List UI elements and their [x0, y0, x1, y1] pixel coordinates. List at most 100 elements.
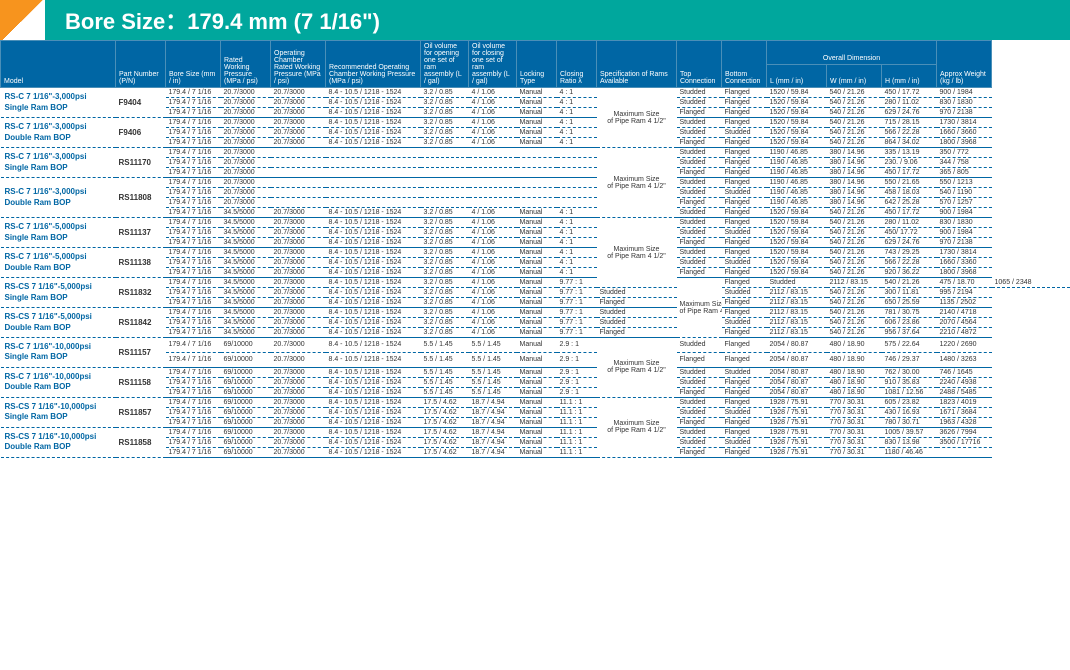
cell-lock: [517, 158, 557, 168]
cell-wt: 746 / 1645: [937, 367, 992, 377]
cell-bc: Flanged: [722, 397, 767, 407]
cell-wt: 830 / 1830: [937, 98, 992, 108]
cell-tc: Flanged: [677, 108, 722, 118]
model-cell: RS-C 7 1/16"-3,000psiSingle Ram BOP: [1, 88, 116, 118]
cell-l: 2054 / 80.87: [767, 338, 827, 353]
table-row: RS-CS 7 1/16"-5,000psiSingle Ram BOPRS11…: [1, 278, 1070, 288]
col-pn: Part Number (P/N): [116, 41, 166, 88]
cell-ratio: [557, 148, 597, 158]
cell-w: 770 / 30.31: [827, 427, 882, 437]
pn-cell: RS11158: [116, 367, 166, 397]
cell-bore: 179.4 / 7 1/16: [166, 88, 221, 98]
cell-tc: Studded: [677, 218, 722, 228]
cell-bore: 179.4 / 7 1/16: [166, 178, 221, 188]
cell-ocl: [469, 188, 517, 198]
cell-rwp: 34.5/5000: [221, 258, 271, 268]
cell-ratio: 4 : 1: [557, 248, 597, 258]
cell-bc: Studded: [722, 437, 767, 447]
cell-roc: 8.4 - 10.5 / 1218 - 1524: [326, 88, 421, 98]
cell-lock: Manual: [517, 118, 557, 128]
cell-bc: Flanged: [722, 338, 767, 353]
cell-wt: 2210 / 4872: [937, 328, 992, 338]
cell-rwp: 34.5/5000: [221, 228, 271, 238]
cell-l: 1520 / 59.84: [767, 98, 827, 108]
cell-roc: 8.4 - 10.5 / 1218 - 1524: [326, 352, 421, 367]
cell-lock: Manual: [517, 218, 557, 228]
cell-oo: 3.2 / 0.85: [421, 328, 469, 338]
cell-bore: 179.4 / 7 1/16: [166, 138, 221, 148]
cell-h: 458 / 18.03: [882, 188, 937, 198]
cell-bc: Studded: [767, 278, 827, 288]
pn-cell: RS11137: [116, 218, 166, 248]
cell-l: 1928 / 75.91: [767, 437, 827, 447]
cell-bore: 179.4 / 7 1/16: [166, 268, 221, 278]
cell-tc: Flanged: [677, 417, 722, 427]
cell-ocl: 4 / 1.06: [469, 288, 517, 298]
cell-h: 450 / 17.72: [882, 88, 937, 98]
cell-lock: [517, 168, 557, 178]
cell-lock: Manual: [517, 328, 557, 338]
cell-w: 540 / 21.26: [827, 258, 882, 268]
cell-ocl: [469, 158, 517, 168]
cell-ocl: 4 / 1.06: [469, 268, 517, 278]
cell-l: 1520 / 59.84: [767, 88, 827, 98]
cell-rwp: 34.5/5000: [221, 298, 271, 308]
cell-w: 480 / 18.90: [827, 377, 882, 387]
cell-h: 450 / 17.72: [882, 168, 937, 178]
cell-ratio: [557, 178, 597, 188]
cell-oc: 20.7/3000: [271, 352, 326, 367]
cell-tc: Studded: [677, 208, 722, 218]
cell-lock: Manual: [517, 338, 557, 353]
cell-rwp: 69/10000: [221, 417, 271, 427]
cell-roc: [326, 178, 421, 188]
cell-rwp: 34.5/5000: [221, 328, 271, 338]
cell-oc: 20.7/3000: [271, 208, 326, 218]
cell-lock: Manual: [517, 377, 557, 387]
cell-tc: Studded: [677, 128, 722, 138]
cell-rwp: 20.7/3000: [221, 118, 271, 128]
cell-w: 480 / 18.90: [827, 352, 882, 367]
cell-bc: Flanged: [722, 218, 767, 228]
cell-ratio: 9.77 : 1: [557, 328, 597, 338]
cell-tc: Studded: [677, 88, 722, 98]
pn-cell: F9406: [116, 118, 166, 148]
cell-roc: 8.4 - 10.5 / 1218 - 1524: [326, 437, 421, 447]
cell-ratio: 2.9 : 1: [557, 387, 597, 397]
cell-tc: Flanged: [677, 238, 722, 248]
cell-roc: [326, 188, 421, 198]
cell-oo: 3.2 / 0.85: [421, 98, 469, 108]
cell-ocl: 18.7 / 4.94: [469, 447, 517, 457]
cell-oo: 17.5 / 4.62: [421, 397, 469, 407]
cell-ocl: [469, 198, 517, 208]
cell-h: 280 / 11.02: [882, 98, 937, 108]
table-row: RS-C 7 1/16"-10,000psiSingle Ram BOPRS11…: [1, 338, 1070, 353]
cell-oo: 5.5 / 1.45: [421, 387, 469, 397]
cell-roc: 8.4 - 10.5 / 1218 - 1524: [326, 238, 421, 248]
cell-oc: 20.7/3000: [271, 248, 326, 258]
cell-oc: 20.7/3000: [271, 258, 326, 268]
cell-bc: Flanged: [722, 118, 767, 128]
cell-bc: Flanged: [722, 138, 767, 148]
table-row: RS-C 7 1/16"-5,000psiDouble Ram BOPRS111…: [1, 248, 1070, 258]
cell-ocl: 4 / 1.06: [469, 258, 517, 268]
cell-bc: Flanged: [722, 98, 767, 108]
cell-wt: 970 / 2138: [937, 238, 992, 248]
cell-w: 380 / 14.96: [827, 178, 882, 188]
cell-tc: Flanged: [677, 138, 722, 148]
pn-cell: RS11858: [116, 427, 166, 457]
table-row: RS-C 7 1/16"-5,000psiSingle Ram BOPRS111…: [1, 218, 1070, 228]
cell-rwp: 34.5/5000: [221, 288, 271, 298]
cell-oo: 17.5 / 4.62: [421, 427, 469, 437]
cell-ratio: 11.1 : 1: [557, 427, 597, 437]
cell-tc: Studded: [597, 308, 677, 318]
cell-rwp: 69/10000: [221, 427, 271, 437]
cell-lock: Manual: [517, 268, 557, 278]
cell-w: 540 / 21.26: [827, 308, 882, 318]
cell-bore: 179.4 / 7 1/16: [166, 238, 221, 248]
cell-h: 1005 / 39.57: [882, 427, 937, 437]
cell-ocl: 18.7 / 4.94: [469, 417, 517, 427]
cell-ocl: 4 / 1.06: [469, 298, 517, 308]
cell-tc: Studded: [677, 427, 722, 437]
col-overall: Overall Dimension: [767, 41, 937, 65]
cell-roc: 8.4 - 10.5 / 1218 - 1524: [326, 397, 421, 407]
